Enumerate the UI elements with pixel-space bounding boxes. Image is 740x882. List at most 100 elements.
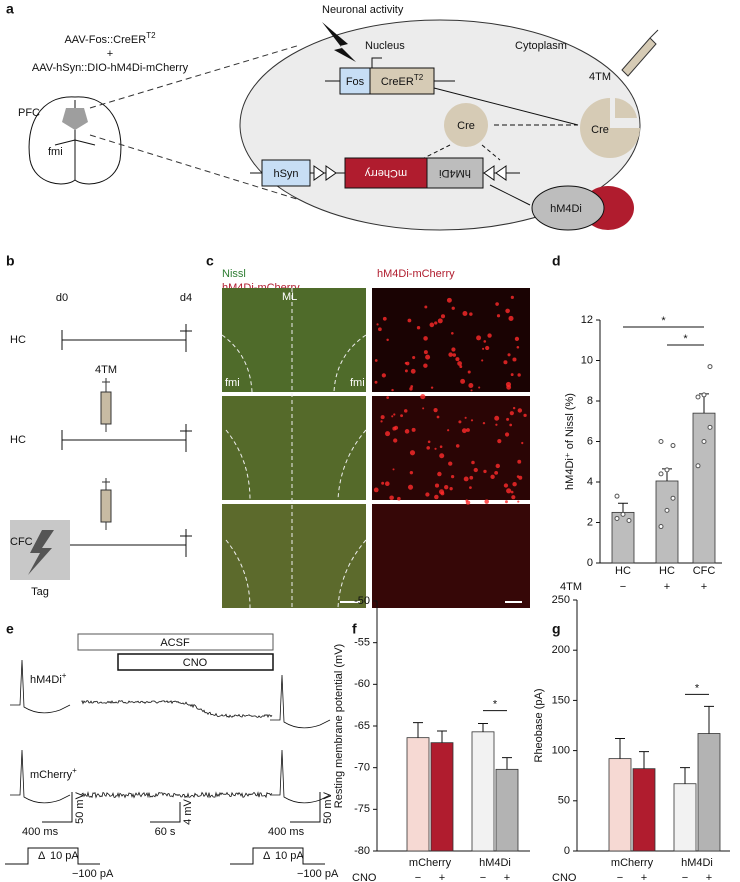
cell-dot (412, 355, 416, 360)
error-bar (680, 767, 690, 784)
cno-bar (117, 653, 274, 671)
cell-dot (494, 415, 500, 421)
x-tick-label: HC (615, 565, 631, 577)
cell-dot (468, 383, 474, 388)
scale: 50 mV (74, 791, 86, 823)
row-value: − (617, 872, 623, 882)
scale: 400 ms (268, 826, 305, 838)
creer-box (369, 67, 435, 95)
cell-dot (469, 486, 472, 490)
y-tick-label: 250 (552, 594, 570, 606)
stain: hM4Di-mCherry (377, 268, 455, 280)
point (614, 493, 620, 499)
cell-dot (400, 414, 404, 418)
cells (373, 295, 527, 505)
syringe (621, 29, 659, 77)
tm: 4TM (589, 71, 611, 83)
cell-dot (424, 305, 428, 309)
cell-dot (478, 386, 481, 389)
traces (10, 659, 331, 804)
point (614, 515, 620, 521)
error-bar (478, 723, 488, 732)
point (626, 517, 632, 523)
cell-dot (458, 420, 462, 424)
panel-label: c (206, 253, 214, 269)
cell-dot (397, 496, 401, 501)
cell-dot (374, 359, 378, 362)
scale: 400 ms (22, 826, 59, 838)
cell-dot (407, 484, 414, 490)
cell-dot (434, 483, 440, 488)
error-bar (413, 722, 423, 738)
error-bar (502, 757, 512, 770)
cell-dot (495, 302, 499, 306)
cre: Cre (591, 124, 609, 136)
cell-dot (466, 428, 470, 432)
row-label: CNO (352, 872, 377, 882)
row-label: CNO (552, 872, 577, 882)
cell-dot (461, 428, 467, 434)
point (707, 364, 713, 370)
spike-trace (270, 749, 331, 804)
cell-dot (391, 388, 394, 392)
tm: 4TM (95, 364, 117, 376)
cell-dot (476, 335, 482, 341)
y-tick-label: -65 (354, 720, 370, 732)
promoter-arrow (371, 57, 382, 68)
arrow (433, 87, 579, 126)
cre-circle (444, 103, 488, 147)
cell-dot (471, 460, 475, 465)
cell-dot (465, 500, 471, 505)
cell-dot (382, 316, 387, 321)
row-value: − (415, 872, 421, 882)
row-label: 4TM (560, 581, 582, 593)
y-tick-label: 6 (587, 435, 593, 447)
brain-outline (28, 96, 122, 185)
image (222, 288, 366, 392)
cell-dot (509, 411, 514, 416)
cell-dot (503, 360, 508, 365)
cell-dot (380, 420, 383, 423)
cell-dot (497, 439, 502, 444)
cell-dot (434, 494, 439, 500)
construct: AAV-Fos::CreERT2 (64, 31, 156, 46)
row-value: + (641, 872, 647, 882)
row-value: + (706, 872, 712, 882)
y-tick-label: -80 (354, 845, 370, 857)
row-value: + (701, 581, 707, 593)
error-bar (704, 705, 714, 734)
panel-label: a (6, 1, 14, 17)
image (222, 504, 366, 608)
cell-dot (437, 471, 442, 477)
cell-dot (523, 413, 527, 418)
cell-dot (404, 362, 408, 365)
cytoplasm: Cytoplasm (515, 40, 567, 52)
cell-dot (425, 354, 431, 360)
y-tick-label: -55 (354, 637, 370, 649)
cell-dot (470, 389, 473, 392)
sup: T2 (414, 73, 424, 82)
point (707, 424, 713, 430)
tm-wedge (615, 98, 637, 118)
cell-dot (411, 427, 416, 432)
scale: 50 mV (322, 791, 334, 823)
cell-dot (451, 331, 454, 335)
cell-dot (381, 373, 386, 378)
y-tick-label: -75 (354, 803, 370, 815)
bar (697, 733, 721, 852)
bar (632, 768, 656, 852)
significance: * (695, 682, 700, 694)
point (701, 392, 707, 398)
point (658, 471, 664, 477)
region: PFC (18, 107, 40, 119)
cell-dot (386, 396, 390, 399)
row-value: − (480, 872, 486, 882)
cell-dot (437, 318, 443, 324)
point (620, 511, 626, 517)
fmi: fmi (350, 377, 365, 389)
cell-dot (507, 353, 511, 357)
text: hM4Di (30, 674, 62, 686)
cell-dot (429, 322, 435, 328)
cell-dot (380, 415, 385, 420)
step: −100 pA (72, 868, 114, 880)
